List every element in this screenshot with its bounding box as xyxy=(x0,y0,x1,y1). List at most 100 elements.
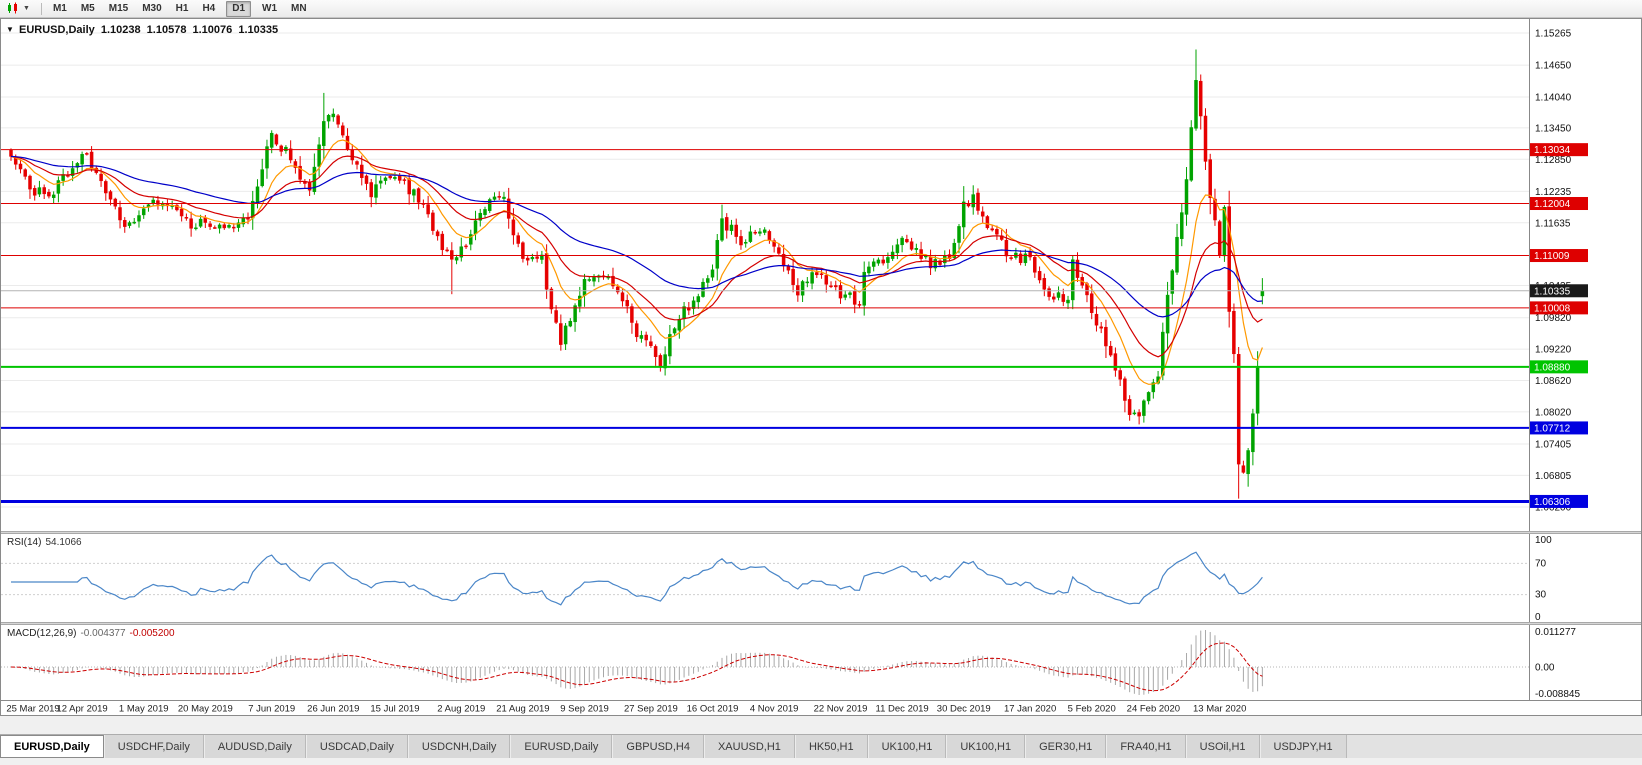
svg-text:1.10335: 1.10335 xyxy=(1534,286,1571,297)
date-label: 24 Feb 2020 xyxy=(1127,704,1180,715)
price-badge: 1.07712 xyxy=(1530,421,1588,435)
rsi-axis-label: 70 xyxy=(1535,558,1547,569)
svg-text:1.09220: 1.09220 xyxy=(1535,345,1572,356)
chart-tab-audusd-daily[interactable]: AUDUSD,Daily xyxy=(203,735,306,758)
time-axis[interactable]: 25 Mar 2019 12 Apr 2019 1 May 2019 20 May 2… xyxy=(1,700,1641,715)
top-toolbar: ▼ M1 M5 M15 M30 H1 H4 D1 W1 MN xyxy=(0,0,1642,18)
svg-text:1.14650: 1.14650 xyxy=(1535,61,1572,72)
rsi-axis-label: 30 xyxy=(1535,590,1547,601)
timeframe-button-m1[interactable]: M1 xyxy=(52,2,67,14)
price-badge: 1.12004 xyxy=(1530,197,1588,211)
svg-text:1.15265: 1.15265 xyxy=(1535,29,1572,40)
ohlc-open: 1.10238 xyxy=(100,24,141,36)
svg-text:1.09820: 1.09820 xyxy=(1535,313,1572,324)
macd-axis-label: -0.008845 xyxy=(1535,689,1580,700)
symbol-marker-icon: ▼ xyxy=(6,25,14,34)
chart-tab-ger30-h1[interactable]: GER30,H1 xyxy=(1025,735,1107,758)
svg-text:1.10008: 1.10008 xyxy=(1534,303,1571,314)
svg-text:1.08880: 1.08880 xyxy=(1534,362,1571,373)
date-label: 27 Sep 2019 xyxy=(624,704,678,715)
date-label: 26 Jun 2019 xyxy=(307,704,359,715)
chart-tab-uk100-h1[interactable]: UK100,H1 xyxy=(867,735,947,758)
timeframe-button-d1[interactable]: D1 xyxy=(226,0,252,17)
macd-panel: 0.011277 0.00 -0.008845 MACD(12,26,9) -0.00… xyxy=(1,625,1641,700)
date-label: 2 Aug 2019 xyxy=(437,704,485,715)
date-label: 11 Dec 2019 xyxy=(876,704,929,715)
chart-tab-fra40-h1[interactable]: FRA40,H1 xyxy=(1106,735,1186,758)
chart-type-button[interactable]: ▼ xyxy=(3,1,33,17)
svg-text:1.06306: 1.06306 xyxy=(1534,497,1571,508)
timeframe-button-m30[interactable]: M30 xyxy=(142,2,162,14)
price-badge: 1.10335 xyxy=(1530,284,1588,298)
rsi-panel: 100 70 30 0 RSI(14) 54.1066 xyxy=(1,534,1641,622)
date-label: 21 Aug 2019 xyxy=(496,704,549,715)
date-label: 15 Jul 2019 xyxy=(370,704,419,715)
macd-axis-label: 0.00 xyxy=(1535,663,1555,674)
svg-text:1.12850: 1.12850 xyxy=(1535,155,1572,166)
svg-text:1.11009: 1.11009 xyxy=(1534,251,1570,262)
svg-text:1.13450: 1.13450 xyxy=(1535,123,1572,134)
rsi-chart-canvas[interactable]: 100 70 30 0 xyxy=(1,534,1641,622)
svg-text:1.06200: 1.06200 xyxy=(1535,502,1572,513)
chart-tab-eurusd-daily[interactable]: EURUSD,Daily xyxy=(0,735,104,758)
candlesticks xyxy=(9,49,1265,499)
ohlc-close: 1.10335 xyxy=(238,24,279,36)
svg-text:1.11635: 1.11635 xyxy=(1535,218,1571,229)
svg-text:1.13034: 1.13034 xyxy=(1534,145,1571,156)
price-chart-canvas[interactable]: 1.15265 1.14650 1.14040 1.13450 1.12850 1.122… xyxy=(1,19,1641,531)
chart-tab-usoil-h1[interactable]: USOil,H1 xyxy=(1185,735,1260,758)
macd-label: MACD(12,26,9) -0.004377 -0.005200 xyxy=(7,628,175,639)
chart-header: ▼ EURUSD,Daily 1.10238 1.10578 1.10076 1… xyxy=(6,24,281,36)
chart-tab-eurusd-daily[interactable]: EURUSD,Daily xyxy=(510,735,613,758)
macd-axis-label: 0.011277 xyxy=(1535,627,1576,638)
svg-text:1.12235: 1.12235 xyxy=(1535,187,1572,198)
symbol-timeframe-label: EURUSD,Daily xyxy=(18,24,95,36)
price-axis[interactable]: 1.15265 1.14650 1.14040 1.13450 1.12850 1.122… xyxy=(1529,19,1572,531)
panel-splitter[interactable] xyxy=(1,622,1641,625)
date-label: 30 Dec 2019 xyxy=(937,704,991,715)
panel-splitter[interactable] xyxy=(1,531,1641,534)
horizontal-lines xyxy=(1,149,1529,503)
svg-text:1.07405: 1.07405 xyxy=(1535,439,1572,450)
rsi-axis-label: 0 xyxy=(1535,612,1541,622)
price-badge: 1.06306 xyxy=(1530,494,1588,508)
slow-ma-line xyxy=(10,155,1263,318)
timeframe-button-h1[interactable]: H1 xyxy=(175,2,189,14)
rsi-line xyxy=(11,551,1263,606)
ohlc-high: 1.10578 xyxy=(146,24,187,36)
chart-tab-hk50-h1[interactable]: HK50,H1 xyxy=(794,735,868,758)
macd-histogram xyxy=(15,630,1263,695)
chart-tab-gbpusd-h4[interactable]: GBPUSD,H4 xyxy=(612,735,704,758)
svg-text:1.08620: 1.08620 xyxy=(1535,376,1572,387)
date-label: 17 Jan 2020 xyxy=(1004,704,1056,715)
chart-tab-xauusd-h1[interactable]: XAUUSD,H1 xyxy=(703,735,795,758)
price-badge: 1.13034 xyxy=(1530,143,1588,157)
chart-tab-bar: EURUSD,Daily USDCHF,Daily AUDUSD,Daily USDC… xyxy=(0,734,1642,758)
date-label: 1 May 2019 xyxy=(119,704,169,715)
date-label: 7 Jun 2019 xyxy=(248,704,295,715)
price-panel: 1.15265 1.14650 1.14040 1.13450 1.12850 1.122… xyxy=(1,19,1641,531)
date-label: 25 Mar 2019 xyxy=(6,704,59,715)
chart-tab-usdcnh-daily[interactable]: USDCNH,Daily xyxy=(407,735,511,758)
chart-tab-uk100-h1[interactable]: UK100,H1 xyxy=(946,735,1026,758)
svg-text:1.08020: 1.08020 xyxy=(1535,407,1572,418)
toolbar-separator xyxy=(40,2,42,15)
date-label: 12 Apr 2019 xyxy=(56,704,107,715)
macd-chart-canvas[interactable]: 0.011277 0.00 -0.008845 xyxy=(1,625,1641,700)
chart-tab-usdjpy-h1[interactable]: USDJPY,H1 xyxy=(1259,735,1347,758)
timeframe-button-w1[interactable]: W1 xyxy=(262,2,278,14)
svg-text:1.14040: 1.14040 xyxy=(1535,93,1572,104)
macd-signal-line xyxy=(10,642,1263,692)
chart-tab-usdchf-daily[interactable]: USDCHF,Daily xyxy=(103,735,204,758)
svg-text:1.07712: 1.07712 xyxy=(1534,423,1571,434)
timeframe-button-h4[interactable]: H4 xyxy=(202,2,216,14)
timeframe-button-m5[interactable]: M5 xyxy=(80,2,95,14)
date-label: 16 Oct 2019 xyxy=(687,704,739,715)
date-label: 13 Mar 2020 xyxy=(1193,704,1246,715)
rsi-label: RSI(14) 54.1066 xyxy=(7,537,82,548)
chart-tab-usdcad-daily[interactable]: USDCAD,Daily xyxy=(305,735,408,758)
timeframe-button-m15[interactable]: M15 xyxy=(108,2,129,14)
date-label: 22 Nov 2019 xyxy=(814,704,868,715)
timeframe-button-mn[interactable]: MN xyxy=(291,2,307,14)
fast-ma-line xyxy=(10,139,1263,385)
